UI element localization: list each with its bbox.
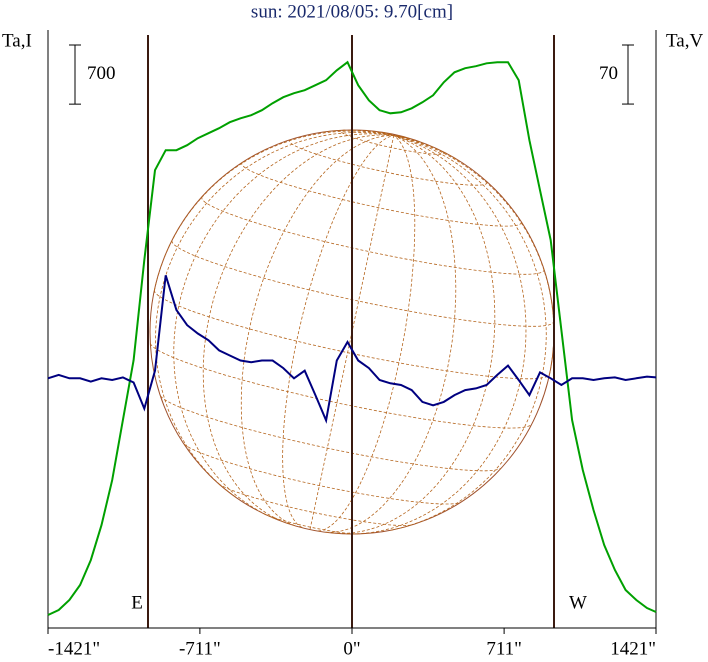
globe-grid-line	[346, 135, 527, 535]
globe-grid-line	[240, 135, 394, 526]
x-tick-label: -711"	[179, 638, 221, 659]
globe-grid-line	[289, 139, 488, 186]
x-tick-label: 711"	[486, 638, 522, 659]
globe-grid-line	[393, 135, 461, 162]
globe-grid-line	[309, 135, 395, 530]
globe-grid-line	[183, 443, 461, 505]
globe-grid-line	[264, 513, 358, 535]
left-axis-label: Ta,I	[2, 30, 32, 51]
globe-grid-line	[332, 135, 496, 534]
globe-grid-line	[154, 289, 550, 380]
series-line	[47, 60, 657, 616]
west-label: W	[569, 592, 587, 613]
globe-grid-line	[202, 134, 394, 525]
globe-grid-line	[160, 395, 502, 472]
globe-grid-line	[393, 135, 409, 139]
globe-grid-line	[150, 343, 532, 429]
globe-grid-line	[171, 240, 555, 327]
scale-bar-label: 70	[599, 63, 618, 84]
globe-grid-line	[318, 135, 416, 532]
x-tick-label: -1421"	[48, 638, 100, 659]
series-line	[47, 275, 657, 424]
right-axis-label: Ta,V	[666, 30, 703, 51]
globe-grid-line	[155, 131, 394, 498]
globe-grid-line	[325, 135, 457, 533]
x-tick-label: 0"	[343, 638, 360, 659]
globe-grid-line	[390, 135, 547, 531]
chart-title: sun: 2021/08/05: 9.70[cm]	[251, 1, 453, 22]
scale-bar-label: 700	[87, 63, 116, 84]
x-tick-label: 1421"	[610, 638, 656, 659]
globe-grid-line	[322, 129, 394, 136]
east-label: E	[131, 592, 143, 613]
globe-grid-line	[241, 161, 522, 227]
globe-grid-line	[340, 129, 444, 155]
globe-grid-line	[282, 135, 394, 528]
globe-grid-line	[173, 133, 394, 520]
